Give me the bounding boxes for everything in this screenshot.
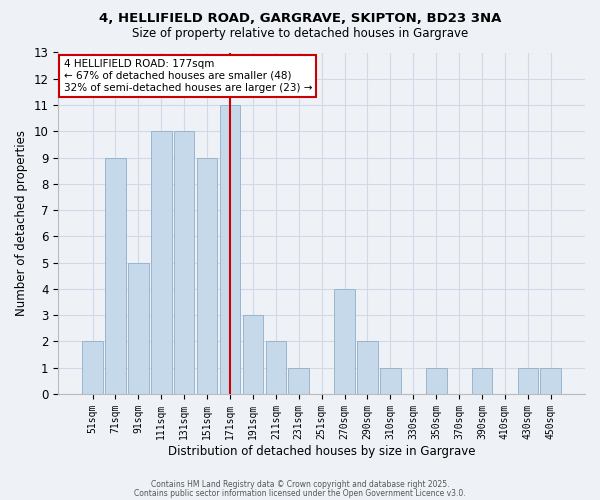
Bar (174, 132, 194, 394)
Bar (426, 368, 446, 394)
Bar (105, 158, 126, 394)
Bar (289, 368, 309, 394)
Text: Contains HM Land Registry data © Crown copyright and database right 2025.: Contains HM Land Registry data © Crown c… (151, 480, 449, 489)
Bar (357, 342, 378, 394)
Bar (472, 368, 493, 394)
Text: Size of property relative to detached houses in Gargrave: Size of property relative to detached ho… (132, 28, 468, 40)
Bar (82, 342, 103, 394)
Bar (197, 158, 217, 394)
Bar (541, 368, 561, 394)
Bar (334, 289, 355, 394)
Y-axis label: Number of detached properties: Number of detached properties (15, 130, 28, 316)
Bar (220, 105, 241, 394)
Bar (151, 132, 172, 394)
Text: Contains public sector information licensed under the Open Government Licence v3: Contains public sector information licen… (134, 490, 466, 498)
Bar (266, 342, 286, 394)
Bar (242, 315, 263, 394)
Bar (518, 368, 538, 394)
Text: 4 HELLIFIELD ROAD: 177sqm
← 67% of detached houses are smaller (48)
32% of semi-: 4 HELLIFIELD ROAD: 177sqm ← 67% of detac… (64, 60, 312, 92)
Bar (380, 368, 401, 394)
Bar (128, 262, 149, 394)
X-axis label: Distribution of detached houses by size in Gargrave: Distribution of detached houses by size … (168, 444, 475, 458)
Text: 4, HELLIFIELD ROAD, GARGRAVE, SKIPTON, BD23 3NA: 4, HELLIFIELD ROAD, GARGRAVE, SKIPTON, B… (99, 12, 501, 26)
